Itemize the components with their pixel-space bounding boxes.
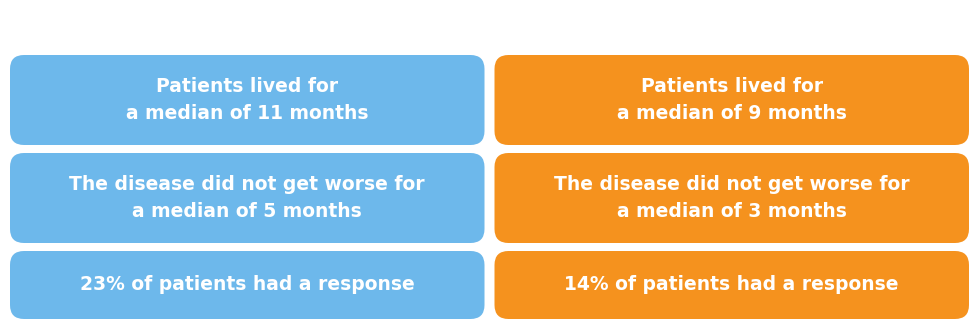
Text: 23% of patients had a response: 23% of patients had a response <box>80 275 415 294</box>
FancyBboxPatch shape <box>10 153 484 243</box>
FancyBboxPatch shape <box>10 55 484 145</box>
FancyBboxPatch shape <box>10 251 484 319</box>
FancyBboxPatch shape <box>494 153 968 243</box>
FancyBboxPatch shape <box>494 55 968 145</box>
Text: The disease did not get worse for
a median of 3 months: The disease did not get worse for a medi… <box>554 175 909 221</box>
Text: Patients lived for
a median of 9 months: Patients lived for a median of 9 months <box>616 77 846 123</box>
Text: The disease did not get worse for
a median of 5 months: The disease did not get worse for a medi… <box>69 175 424 221</box>
Text: Patients lived for
a median of 11 months: Patients lived for a median of 11 months <box>126 77 368 123</box>
Text: 14% of patients had a response: 14% of patients had a response <box>564 275 898 294</box>
FancyBboxPatch shape <box>494 251 968 319</box>
